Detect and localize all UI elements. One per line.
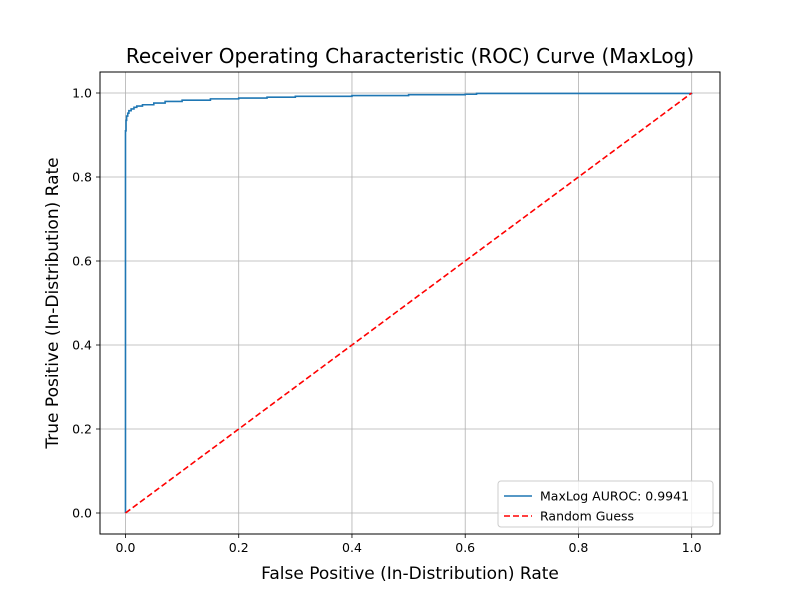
legend: MaxLog AUROC: 0.9941 Random Guess: [497, 480, 714, 528]
y-tick-label: 0.4: [72, 338, 92, 353]
series-layer: [124, 92, 693, 514]
y-tick-label: 0.8: [72, 170, 92, 185]
x-tick-label: 0.8: [569, 540, 589, 555]
plot-frame: [99, 71, 721, 535]
y-tick-label: 1.0: [72, 86, 92, 101]
y-tick-label: 0.0: [72, 506, 92, 521]
grid: [100, 72, 720, 534]
series-line-1: [125, 92, 693, 514]
y-tick-label: 0.2: [72, 422, 92, 437]
x-tick-label: 0.0: [116, 540, 136, 555]
y-tick-label: 0.6: [72, 254, 92, 269]
x-tick-label: 1.0: [682, 540, 702, 555]
legend-label: Random Guess: [540, 509, 634, 524]
chart-title: Receiver Operating Characteristic (ROC) …: [126, 44, 694, 68]
y-axis-label: True Positive (In-Distribution) Rate: [43, 157, 63, 449]
x-tick-label: 0.4: [342, 540, 362, 555]
legend-box: [497, 480, 714, 528]
series-line-0: [124, 92, 693, 513]
x-tick-label: 0.2: [229, 540, 249, 555]
legend-label: MaxLog AUROC: 0.9941: [540, 489, 689, 504]
x-axis-label: False Positive (In-Distribution) Rate: [261, 564, 559, 584]
ticks: 0.0 0.2 0.4 0.6 0.8 1.0 0.0 0.2 0.4 0.6 0.8 1.0: [72, 86, 702, 556]
x-tick-label: 0.6: [455, 540, 475, 555]
